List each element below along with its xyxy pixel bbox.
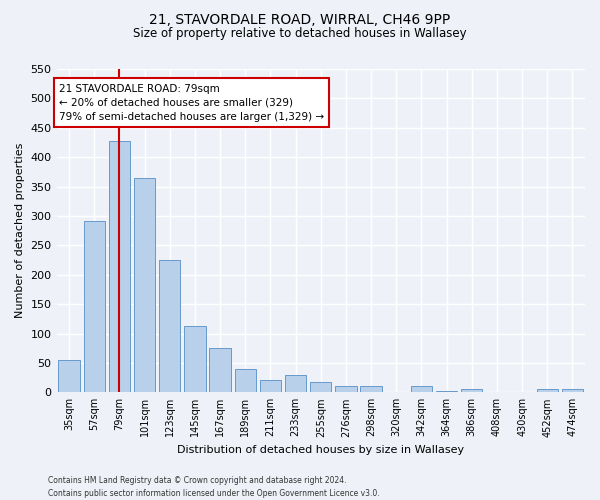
Text: 21, STAVORDALE ROAD, WIRRAL, CH46 9PP: 21, STAVORDALE ROAD, WIRRAL, CH46 9PP [149, 12, 451, 26]
Bar [335, 386, 356, 392]
Bar [134, 178, 155, 392]
Bar [310, 382, 331, 392]
Bar [83, 220, 105, 392]
Text: Size of property relative to detached houses in Wallasey: Size of property relative to detached ho… [133, 28, 467, 40]
Bar [260, 380, 281, 392]
Bar [184, 326, 206, 392]
Text: 21 STAVORDALE ROAD: 79sqm
← 20% of detached houses are smaller (329)
79% of semi: 21 STAVORDALE ROAD: 79sqm ← 20% of detac… [59, 84, 324, 122]
Bar [159, 260, 181, 392]
Bar [411, 386, 432, 392]
Bar [436, 390, 457, 392]
Bar [58, 360, 80, 392]
Bar [361, 386, 382, 392]
Bar [461, 389, 482, 392]
Text: Contains HM Land Registry data © Crown copyright and database right 2024.
Contai: Contains HM Land Registry data © Crown c… [48, 476, 380, 498]
Bar [209, 348, 231, 393]
Y-axis label: Number of detached properties: Number of detached properties [15, 143, 25, 318]
Bar [285, 376, 307, 392]
Bar [562, 390, 583, 392]
Bar [536, 390, 558, 392]
X-axis label: Distribution of detached houses by size in Wallasey: Distribution of detached houses by size … [177, 445, 464, 455]
Bar [109, 140, 130, 392]
Bar [235, 370, 256, 392]
